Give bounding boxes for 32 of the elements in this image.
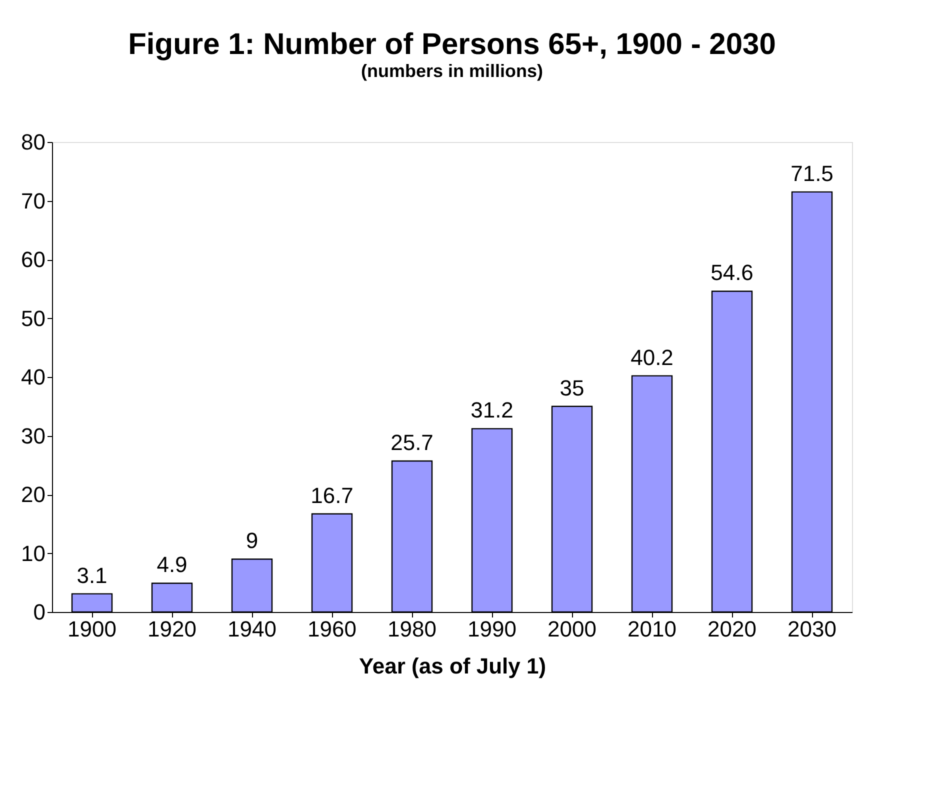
x-tick-label: 1900 [68, 616, 116, 642]
data-label: 9 [246, 528, 258, 554]
x-tick-label: 2020 [708, 616, 756, 642]
y-tick-label: 0 [33, 600, 46, 624]
y-tick-label: 80 [21, 130, 46, 154]
chart-title: Figure 1: Number of Persons 65+, 1900 - 2030 [128, 28, 776, 61]
x-axis-title: Year (as of July 1) [358, 654, 546, 678]
y-tick-label: 30 [21, 423, 46, 448]
chart-subtitle: (numbers in millions) [360, 61, 544, 81]
x-tick-label: 2000 [548, 616, 596, 642]
data-label: 31.2 [470, 398, 514, 423]
data-label: 35 [560, 375, 584, 400]
x-tick-label: 1920 [148, 616, 196, 642]
data-label: 25.7 [390, 430, 434, 456]
data-label: 54.6 [710, 260, 754, 286]
y-tick-label: 40 [21, 364, 46, 390]
y-tick-label: 60 [21, 247, 46, 272]
y-tick-label: 20 [21, 482, 46, 507]
y-tick-label: 70 [21, 188, 46, 214]
x-tick-label: 1980 [388, 616, 436, 642]
y-tick-label: 50 [21, 306, 46, 331]
data-label: 16.7 [310, 482, 354, 508]
x-tick-label: 1990 [468, 616, 516, 642]
data-label: 4.9 [156, 552, 188, 578]
data-label: 40.2 [630, 344, 674, 370]
x-tick-label: 2030 [788, 616, 836, 642]
x-tick-label: 2010 [628, 616, 676, 642]
y-tick-label: 10 [21, 540, 46, 566]
x-tick-label: 1960 [308, 616, 356, 642]
x-tick-label: 1940 [228, 616, 276, 642]
data-label: 3.1 [76, 562, 108, 588]
data-label: 71.5 [790, 160, 834, 186]
